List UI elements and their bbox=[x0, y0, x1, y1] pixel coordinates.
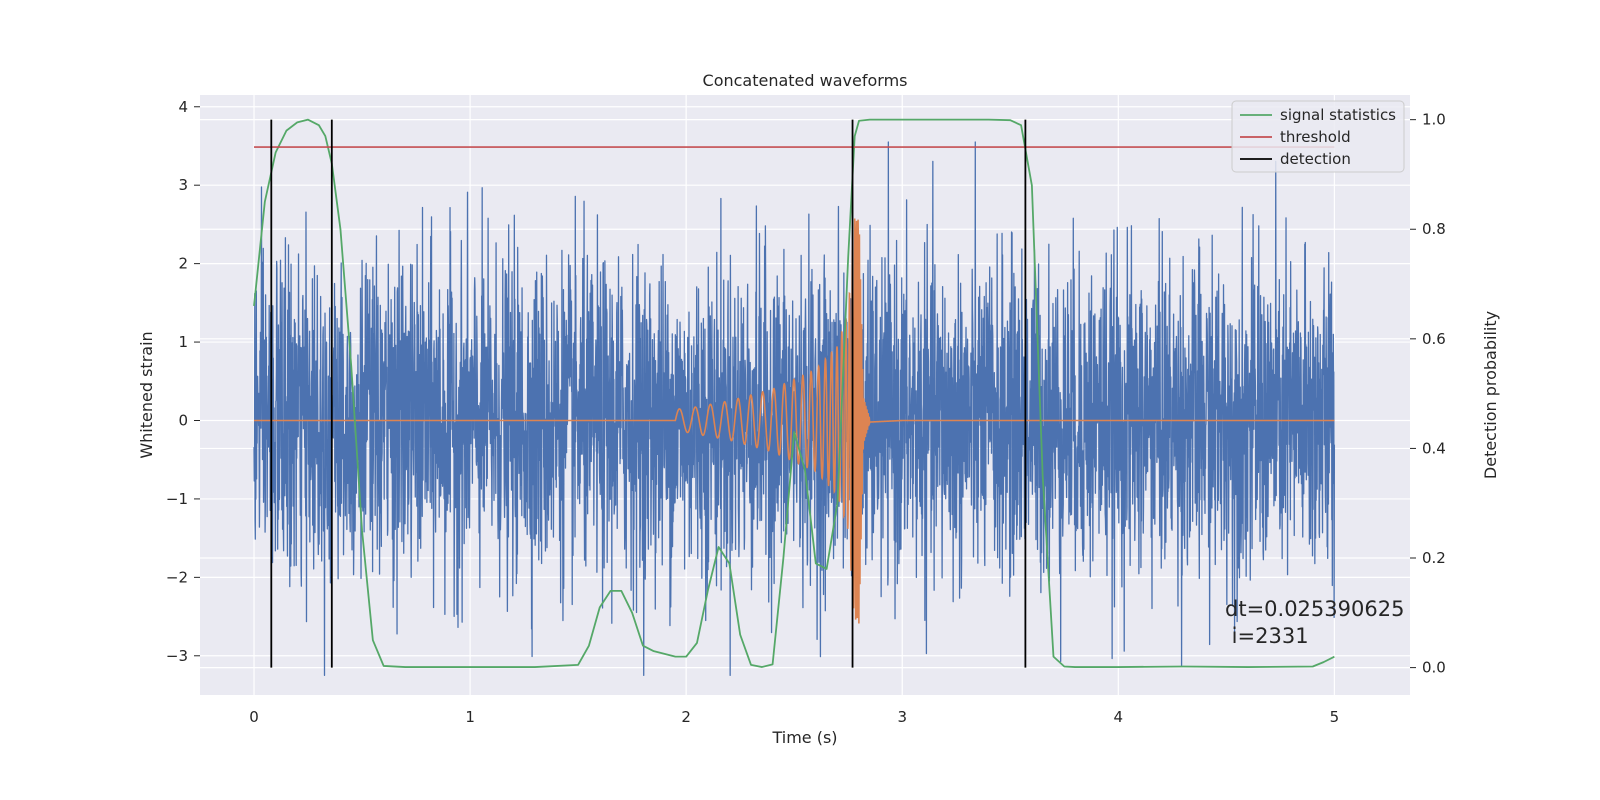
y-tick-label: 3 bbox=[178, 176, 188, 194]
y-axis-title: Whitened strain bbox=[137, 331, 156, 458]
noise-series-line bbox=[253, 141, 1336, 677]
legend-box bbox=[1231, 100, 1405, 173]
x-tick-label: 3 bbox=[897, 708, 907, 726]
x-tick-label: 1 bbox=[465, 708, 475, 726]
y2-tick-label: 0.2 bbox=[1422, 549, 1446, 567]
axes: 0 1 2 3 4 5 −3 −2 −1 0 1 2 3 4 0.0 0.2 0.4 0.6 0.8 1.0 bbox=[166, 98, 1446, 726]
x-tick-label: 5 bbox=[1330, 708, 1340, 726]
legend-label-threshold: threshold bbox=[1280, 128, 1351, 146]
y-tick-label: 4 bbox=[178, 98, 188, 116]
legend-label-detection: detection bbox=[1280, 150, 1351, 168]
data-layer bbox=[253, 118, 1336, 677]
y2-tick-label: 1.0 bbox=[1422, 111, 1446, 129]
waveform-series-line bbox=[254, 218, 1335, 624]
y-tick-label: 2 bbox=[178, 255, 188, 273]
y2-tick-label: 0.6 bbox=[1422, 330, 1446, 348]
y2-tick-label: 0.0 bbox=[1422, 659, 1446, 677]
signal-statistics-line bbox=[253, 118, 1335, 668]
y-tick-label: 1 bbox=[178, 333, 188, 351]
x-axis-title: Time (s) bbox=[771, 728, 837, 747]
y-tick-label: 0 bbox=[178, 411, 188, 429]
y-tick-label: −1 bbox=[166, 490, 188, 508]
y2-axis-title: Detection probability bbox=[1481, 311, 1500, 479]
y2-tick-label: 0.4 bbox=[1422, 439, 1446, 457]
y2-tick-label: 0.8 bbox=[1422, 220, 1446, 238]
x-tick-label: 4 bbox=[1114, 708, 1124, 726]
y-tick-label: −3 bbox=[166, 647, 188, 665]
y-tick-label: −2 bbox=[166, 568, 188, 586]
x-tick-label: 0 bbox=[249, 708, 259, 726]
legend-label-signal-statistics: signal statistics bbox=[1280, 106, 1396, 124]
annotation-dt: dt=0.025390625 bbox=[1225, 597, 1404, 621]
chart-title: Concatenated waveforms bbox=[703, 71, 908, 90]
annotation-index: i=2331 bbox=[1225, 624, 1309, 648]
x-tick-label: 2 bbox=[681, 708, 691, 726]
legend: signal statistics threshold detection bbox=[1231, 100, 1405, 173]
